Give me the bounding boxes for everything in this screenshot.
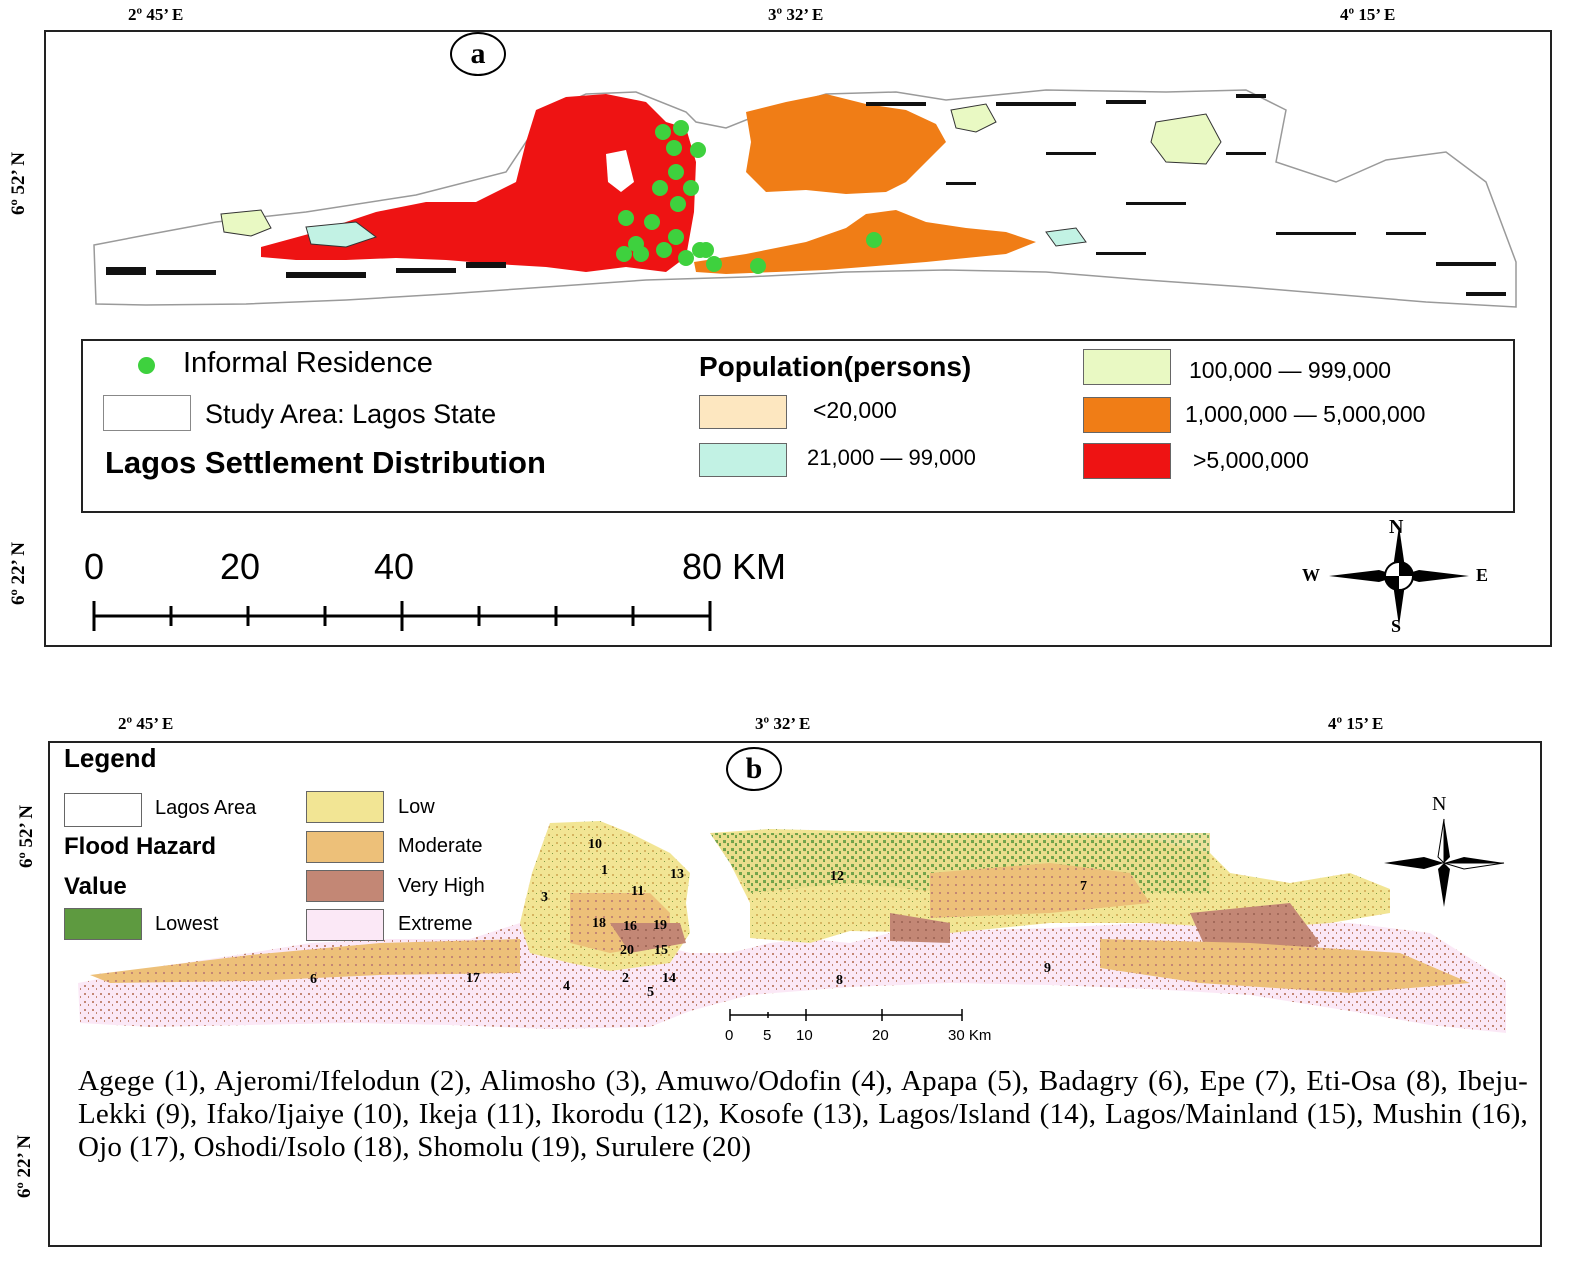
compass-n-a: N	[1389, 516, 1404, 538]
swatch-100k-999k	[1083, 349, 1171, 385]
district-number-9: 9	[1044, 961, 1051, 976]
label-100k-999k: 100,000 — 999,000	[1189, 357, 1392, 383]
population-1m-5m-area-north	[746, 94, 946, 194]
swatch-extreme	[306, 909, 384, 941]
lagoon	[690, 863, 750, 953]
panel-b-latitude-1: 6º 52’ N	[16, 805, 37, 868]
population-above-5m-area	[261, 94, 696, 272]
scale-bar-b	[729, 1009, 963, 1021]
lagos-area-label: Lagos Area	[155, 797, 257, 819]
scale-label-80km: 80 KM	[682, 546, 787, 587]
swatch-moderate	[306, 831, 384, 863]
swatch-lowest	[64, 908, 142, 940]
district-number-8: 8	[836, 973, 843, 988]
lagos-area-swatch	[64, 793, 142, 827]
scale-label-40: 40	[374, 546, 415, 587]
label-moderate: Moderate	[398, 835, 483, 857]
panel-a-legend: Informal Residence Study Area: Lagos Sta…	[81, 339, 1515, 513]
district-number-15: 15	[654, 943, 668, 958]
swatch-1m-5m	[1083, 397, 1171, 433]
informal-residence-points	[616, 120, 882, 274]
label-1m-5m: 1,000,000 — 5,000,000	[1185, 401, 1426, 427]
scale-b-10: 10	[796, 1027, 813, 1044]
panel-b-longitude-2: 3º 32’ E	[755, 714, 811, 733]
label-low: Low	[398, 796, 435, 818]
district-number-19: 19	[653, 918, 667, 933]
district-number-12: 12	[830, 869, 844, 884]
panel-a-label: a	[450, 32, 506, 76]
label-extreme: Extreme	[398, 913, 473, 935]
panel-b-longitude-3: 4º 15’ E	[1328, 714, 1384, 733]
legend-title: Lagos Settlement Distribution	[105, 445, 546, 480]
population-title: Population(persons)	[699, 351, 972, 382]
panel-b-map-frame: b 10 1 13 11 3 12 7 18 16 19 20 15 6 17 …	[48, 741, 1542, 1247]
value-label: Value	[64, 873, 127, 900]
label-21k-99k: 21,000 — 99,000	[807, 445, 976, 470]
coastal-strip	[78, 823, 1506, 1033]
panel-b-latitude-2: 6º 22’ N	[14, 1135, 35, 1198]
panel-b-label: b	[726, 747, 782, 791]
district-number-17: 17	[466, 971, 480, 986]
label-over-5m: >5,000,000	[1193, 447, 1309, 473]
panel-a-longitude-1: 2º 45’ E	[128, 5, 184, 24]
swatch-low	[306, 791, 384, 823]
population-1m-5m-area-south	[694, 210, 1036, 274]
district-number-14: 14	[662, 971, 676, 986]
panel-b-longitude-1: 2º 45’ E	[118, 714, 174, 733]
swatch-under-20k	[699, 395, 787, 429]
flood-hazard-label: Flood Hazard	[64, 833, 217, 860]
scale-label-20: 20	[220, 546, 261, 587]
legend-b-title: Legend	[64, 743, 157, 773]
study-area-label: Study Area: Lagos State	[205, 399, 497, 429]
swatch-over-5m	[1083, 443, 1171, 479]
district-number-6: 6	[310, 972, 317, 987]
district-number-10: 10	[588, 837, 602, 852]
scale-b-30km: 30 Km	[948, 1027, 992, 1044]
panel-a-longitude-2: 3º 32’ E	[768, 5, 824, 24]
district-number-1: 1	[601, 863, 608, 878]
district-number-18: 18	[592, 916, 606, 931]
swatch-21k-99k	[699, 443, 787, 477]
small-settlements	[106, 94, 1506, 296]
scale-b-20: 20	[872, 1027, 889, 1044]
informal-residence-symbol	[138, 357, 155, 374]
label-under-20k: <20,000	[813, 397, 897, 423]
district-number-4: 4	[563, 979, 570, 994]
panel-a-map	[93, 89, 1517, 308]
informal-residence-label: Informal Residence	[183, 347, 433, 379]
scale-label-0: 0	[84, 546, 105, 587]
compass-e-a: E	[1476, 565, 1489, 585]
panel-a-map-frame: a Informal Residence Study Area: Lagos S…	[44, 30, 1552, 647]
scale-b-0: 0	[725, 1027, 734, 1044]
swatch-very-high	[306, 870, 384, 902]
compass-s-a: S	[1391, 616, 1402, 636]
compass-rose-a	[1329, 526, 1469, 626]
compass-n-b: N	[1432, 793, 1447, 815]
panel-a-longitude-3: 4º 15’ E	[1340, 5, 1396, 24]
district-number-3: 3	[541, 890, 548, 905]
panel-a-latitude-2: 6º 22’ N	[8, 542, 29, 605]
compass-w-a: W	[1302, 565, 1320, 585]
district-number-7: 7	[1080, 879, 1087, 894]
scale-bar	[92, 601, 712, 631]
study-area-swatch	[103, 395, 191, 431]
district-list: Agege (1), Ajeromi/Ifelodun (2), Alimosh…	[78, 1065, 1528, 1163]
scale-b-5: 5	[763, 1027, 772, 1044]
label-very-high: Very High	[398, 875, 485, 897]
label-lowest: Lowest	[155, 913, 219, 935]
compass-rose-b	[1384, 818, 1505, 907]
district-number-20: 20	[620, 943, 634, 958]
district-number-13: 13	[670, 867, 684, 882]
district-number-2: 2	[622, 971, 629, 986]
district-number-11: 11	[631, 884, 645, 899]
panel-b-map	[78, 821, 1506, 1033]
panel-a-latitude-1: 6º 52’ N	[8, 152, 29, 215]
district-number-16: 16	[623, 919, 637, 934]
district-number-5: 5	[647, 985, 654, 1000]
